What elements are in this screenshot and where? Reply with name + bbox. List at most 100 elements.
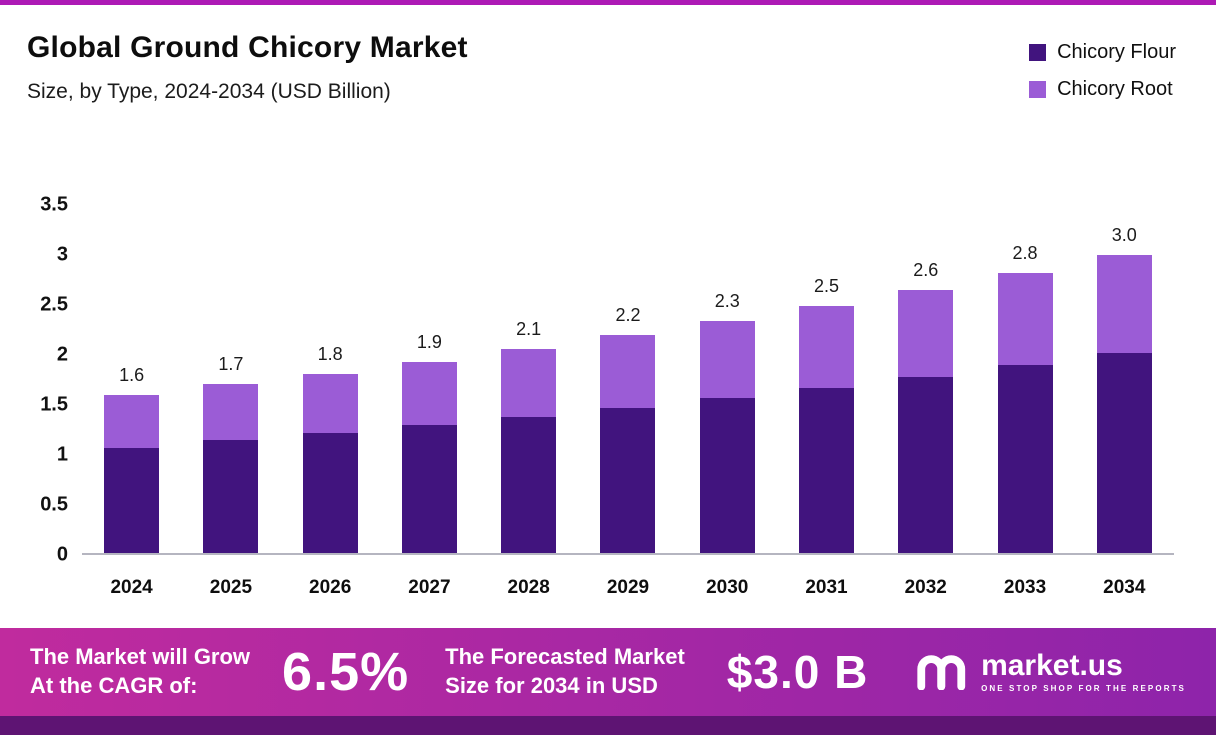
cagr-caption: The Market will Grow At the CAGR of: xyxy=(30,643,250,700)
chart-legend: Chicory Flour Chicory Root xyxy=(1029,41,1176,115)
chart-header: Global Ground Chicory Market Size, by Ty… xyxy=(0,5,1216,115)
top-accent-line xyxy=(0,0,1216,5)
bottom-banner: The Market will Grow At the CAGR of: 6.5… xyxy=(0,628,1216,716)
brand-text: market.us ONE STOP SHOP FOR THE REPORTS xyxy=(981,649,1186,694)
legend-item-chicory-root: Chicory Root xyxy=(1029,78,1176,101)
legend-swatch-chicory-root xyxy=(1029,81,1047,98)
bar-stack xyxy=(401,362,457,553)
bottom-strip xyxy=(0,716,1216,735)
cagr-caption-line1: The Market will Grow xyxy=(30,644,251,670)
plot-row: 3.5 3 2.5 2 1.5 1 0.5 0 1.6 1.7 1.8 1.9 2.1 2.2 2.3 2.… xyxy=(30,194,1174,566)
bar-segment-chicory-root xyxy=(501,349,557,417)
legend-label: Chicory Root xyxy=(1057,78,1173,100)
bar-stack xyxy=(798,306,854,553)
bar-total-label: 2.6 xyxy=(913,260,939,280)
bar-segment-chicory-flour xyxy=(997,365,1053,553)
market-us-logo-icon xyxy=(915,650,971,695)
y-axis: 3.5 3 2.5 2 1.5 1 0.5 0 xyxy=(30,194,82,566)
bar-stack xyxy=(898,290,954,553)
bar-segment-chicory-flour xyxy=(104,448,160,553)
x-axis: 2024 2025 2026 2027 2028 2029 2030 2031 2032 2033… xyxy=(82,577,1174,599)
bar-stack xyxy=(203,384,259,553)
bar-segment-chicory-flour xyxy=(401,425,457,553)
x-axis-label: 2029 xyxy=(606,577,650,598)
bar-column-2030: 2.3 xyxy=(678,291,777,553)
brand-tagline: ONE STOP SHOP FOR THE REPORTS xyxy=(981,684,1186,693)
bar-total-label: 2.8 xyxy=(1012,243,1038,263)
bar-segment-chicory-root xyxy=(898,290,954,377)
bar-total-label: 1.7 xyxy=(218,354,244,374)
bar-stack xyxy=(600,335,656,553)
bar-column-2024: 1.6 xyxy=(82,365,181,553)
bar-segment-chicory-root xyxy=(104,395,160,448)
bar-total-label: 3.0 xyxy=(1111,225,1137,245)
bar-segment-chicory-flour xyxy=(203,440,259,553)
bar-column-2026: 1.8 xyxy=(281,344,380,553)
bar-column-2033: 2.8 xyxy=(975,243,1074,553)
bar-segment-chicory-root xyxy=(997,273,1053,365)
y-axis-label: 2.5 xyxy=(40,293,68,316)
plot-area: 1.6 1.7 1.8 1.9 2.1 2.2 2.3 2.5 2.6 2.8 3.0 xyxy=(82,205,1174,555)
bar-stack xyxy=(1096,255,1152,553)
x-axis-label: 2032 xyxy=(904,577,947,598)
market-us-brand: market.us ONE STOP SHOP FOR THE REPORTS xyxy=(915,650,1192,695)
bar-total-label: 1.9 xyxy=(416,332,442,352)
y-axis-label: 1 xyxy=(56,443,68,466)
bar-total-label: 2.1 xyxy=(516,319,542,339)
bar-stack xyxy=(302,374,358,553)
legend-swatch-chicory-flour xyxy=(1029,44,1047,61)
y-axis-label: 0.5 xyxy=(40,493,68,516)
y-axis-label: 0 xyxy=(56,543,68,566)
bar-total-label: 2.2 xyxy=(615,305,641,325)
bar-segment-chicory-root xyxy=(1096,255,1152,353)
bar-column-2034: 3.0 xyxy=(1075,225,1174,553)
x-axis-label: 2034 xyxy=(1103,577,1146,598)
bars-container: 1.6 1.7 1.8 1.9 2.1 2.2 2.3 2.5 2.6 2.8 3.0 xyxy=(82,205,1174,553)
chart-subtitle: Size, by Type, 2024-2034 (USD Billion) xyxy=(27,80,391,103)
bar-column-2032: 2.6 xyxy=(876,260,975,553)
forecast-caption-line1: The Forecasted Market xyxy=(445,644,685,670)
forecast-value: $3.0 B xyxy=(726,646,869,698)
x-axis-label: 2024 xyxy=(110,577,153,598)
x-axis-label: 2025 xyxy=(209,577,253,598)
bar-segment-chicory-root xyxy=(401,362,457,425)
cagr-caption-line2: At the CAGR of: xyxy=(30,673,198,698)
bar-column-2025: 1.7 xyxy=(181,354,280,553)
bar-segment-chicory-flour xyxy=(501,417,557,553)
bar-column-2029: 2.2 xyxy=(578,305,677,553)
bar-segment-chicory-root xyxy=(798,306,854,388)
y-axis-label: 3.5 xyxy=(40,193,68,216)
bar-total-label: 2.5 xyxy=(813,276,839,296)
cagr-value: 6.5% xyxy=(282,642,410,702)
bar-total-label: 1.8 xyxy=(317,344,343,364)
bar-segment-chicory-root xyxy=(302,374,358,433)
bar-segment-chicory-flour xyxy=(302,433,358,553)
bar-stack xyxy=(104,395,160,553)
bar-segment-chicory-root xyxy=(203,384,259,440)
x-axis-label: 2026 xyxy=(309,577,352,598)
bar-column-2028: 2.1 xyxy=(479,319,578,553)
y-axis-label: 2 xyxy=(56,343,68,366)
bar-segment-chicory-flour xyxy=(898,377,954,553)
x-axis-label: 2031 xyxy=(805,577,848,598)
x-axis-label: 2030 xyxy=(706,577,749,598)
bar-segment-chicory-flour xyxy=(798,388,854,553)
bar-total-label: 2.3 xyxy=(714,291,740,311)
chart-section: Global Ground Chicory Market Size, by Ty… xyxy=(0,5,1216,628)
y-axis-label: 3 xyxy=(56,243,68,266)
bar-segment-chicory-flour xyxy=(600,408,656,553)
title-block: Global Ground Chicory Market Size, by Ty… xyxy=(27,31,468,104)
y-axis-label: 1.5 xyxy=(40,393,68,416)
bar-column-2027: 1.9 xyxy=(380,332,479,553)
x-axis-label: 2033 xyxy=(1003,577,1047,598)
x-axis-label: 2028 xyxy=(507,577,550,598)
bar-stack xyxy=(997,273,1053,553)
bar-segment-chicory-root xyxy=(600,335,656,408)
brand-name: market.us xyxy=(981,649,1123,682)
bar-segment-chicory-flour xyxy=(699,398,755,553)
bar-column-2031: 2.5 xyxy=(777,276,876,553)
bar-stack xyxy=(699,321,755,553)
legend-item-chicory-flour: Chicory Flour xyxy=(1029,41,1176,64)
forecast-caption-line2: Size for 2034 in USD xyxy=(445,673,658,698)
